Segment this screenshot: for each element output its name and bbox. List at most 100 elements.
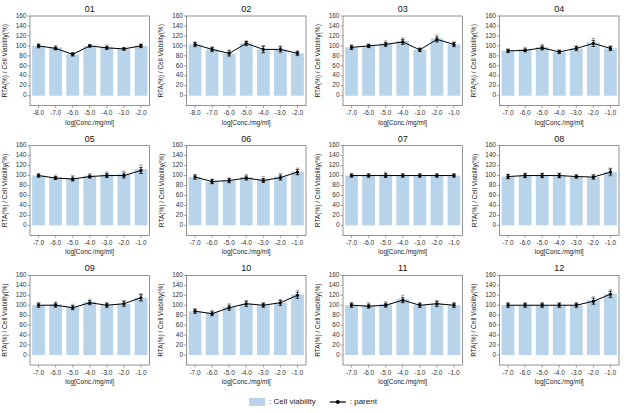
x-tick [280, 106, 281, 109]
bar-error [575, 303, 579, 308]
marker [452, 174, 455, 177]
bar-error [452, 303, 456, 308]
y-tick-label: 140 [16, 281, 27, 288]
x-tick-label: -1.0 [135, 239, 147, 246]
error-bar-path [193, 309, 197, 313]
bar-error [557, 50, 561, 54]
y-tick-label: 140 [172, 281, 183, 288]
bar-error [435, 174, 439, 178]
bar-error [54, 175, 58, 179]
x-tick-label: -5.0 [224, 369, 236, 376]
error-bar-path [139, 168, 143, 174]
line-error [452, 174, 456, 177]
panel-title: 11 [398, 263, 407, 273]
bar [66, 54, 79, 95]
y-tick-label: 120 [172, 291, 183, 298]
error-bar-path [435, 301, 439, 307]
x-tick-label: -1.0 [448, 109, 460, 116]
x-tick [593, 235, 594, 238]
error-bar-path [575, 175, 579, 179]
error-bar-path [540, 44, 544, 49]
line-error [609, 169, 613, 175]
panel: 020406080100120140160-7.0-6.0-5.0-4.0-3.… [1, 263, 150, 386]
bar [100, 47, 113, 96]
x-tick [212, 365, 213, 368]
y-axis-label: RTA(%) / Cell Viability(%) [1, 284, 9, 357]
bar [413, 305, 426, 355]
bar [189, 177, 202, 225]
error-bar-path [88, 45, 92, 47]
y-tick [497, 325, 500, 326]
marker [228, 179, 231, 182]
marker [592, 175, 595, 178]
bar-error [227, 178, 231, 183]
line-error [244, 301, 248, 306]
x-tick-label: -5.0 [537, 369, 549, 376]
y-tick [28, 345, 31, 346]
x-tick-label: -3.0 [571, 369, 583, 376]
marker [211, 180, 214, 183]
bar-error [296, 168, 300, 175]
y-tick-label: 160 [16, 12, 27, 19]
y-tick [184, 355, 187, 356]
y-tick-label: 20 [332, 341, 340, 348]
y-tick [497, 155, 500, 156]
bar-error [609, 290, 613, 298]
marker [262, 304, 265, 307]
x-tick [610, 365, 611, 368]
bar-error [350, 174, 354, 178]
y-tick [497, 275, 500, 276]
y-tick [341, 155, 344, 156]
error-bar-path [139, 165, 143, 173]
line [39, 171, 141, 179]
panel: 020406080100120140160-7.0-6.0-5.0-4.0-3.… [471, 4, 620, 127]
y-tick [184, 345, 187, 346]
x-axis-label: log[Conc./mg/ml] [535, 248, 584, 256]
marker [558, 174, 561, 177]
x-tick [72, 106, 73, 109]
bar-error [105, 172, 109, 177]
y-tick [341, 305, 344, 306]
bar [117, 304, 130, 355]
bar [345, 305, 358, 355]
y-tick-label: 60 [489, 62, 497, 69]
marker [350, 304, 353, 307]
y-tick-label: 100 [329, 171, 340, 178]
error-bar-path [210, 179, 214, 184]
x-tick [195, 365, 196, 368]
error-bar-path [193, 175, 197, 179]
error-bar-path [401, 39, 405, 44]
line-error [54, 303, 58, 307]
error-bar-path [418, 303, 422, 307]
line-error [88, 175, 92, 178]
bar-error [401, 174, 405, 178]
bar-error [401, 295, 405, 302]
x-tick-label: -8.0 [189, 109, 201, 116]
line-error [227, 305, 231, 310]
marker [245, 42, 248, 45]
error-bar-path [244, 301, 248, 307]
marker [193, 43, 196, 46]
y-tick-label: 120 [172, 161, 183, 168]
bar-error [592, 38, 596, 46]
x-tick-label: -2.0 [431, 109, 443, 116]
line-error [210, 312, 214, 316]
y-tick-label: 20 [176, 341, 184, 348]
bar [100, 175, 113, 226]
legend-marker [336, 400, 340, 404]
y-axis-label: RTA(%) / Cell Viability(%) [158, 24, 166, 97]
bar [587, 42, 600, 95]
bar [135, 169, 148, 225]
bar-error [262, 45, 266, 53]
y-tick [341, 285, 344, 286]
error-bar-path [262, 45, 266, 53]
x-tick [419, 365, 420, 368]
y-tick [497, 285, 500, 286]
x-tick [89, 235, 90, 238]
y-tick-label: 20 [19, 341, 27, 348]
panel: 020406080100120140160-7.0-6.0-5.0-4.0-3.… [314, 4, 463, 127]
error-bar-path [540, 303, 544, 308]
marker [122, 174, 125, 177]
marker [592, 300, 595, 303]
marker [37, 174, 40, 177]
